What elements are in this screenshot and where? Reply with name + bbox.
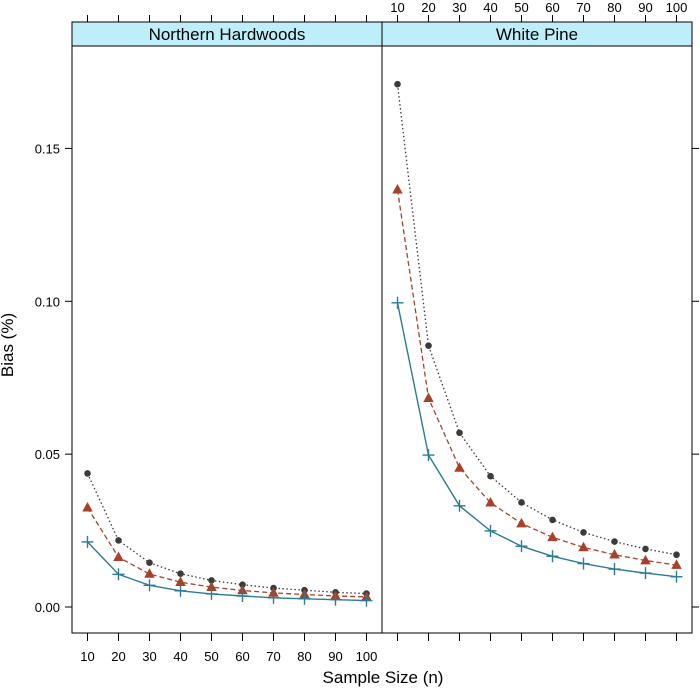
- point-triangle: [423, 392, 434, 402]
- series-line-dotted: [86, 473, 367, 595]
- x-tick-label: 100: [356, 649, 378, 664]
- point-plus: [670, 570, 683, 583]
- series-line-dashed: [86, 507, 367, 598]
- x-tick-label-top: 50: [514, 0, 528, 15]
- series-line-solid: [86, 541, 367, 602]
- point-triangle: [144, 568, 155, 578]
- point-plus: [546, 550, 559, 563]
- point-dot: [642, 545, 649, 553]
- point-dot: [487, 472, 494, 480]
- panel-strip: [71, 21, 383, 47]
- point-plus: [112, 568, 125, 581]
- y-tick-label: 0.10: [35, 294, 60, 309]
- point-plus: [515, 540, 528, 553]
- x-tick-label: 40: [173, 649, 187, 664]
- point-triangle: [640, 554, 651, 565]
- point-triangle: [206, 581, 217, 591]
- point-triangle: [454, 462, 465, 472]
- x-tick-label-top: 30: [452, 0, 466, 15]
- x-tick-label-top: 90: [638, 0, 652, 15]
- x-axis-label: Sample Size (n): [323, 668, 444, 687]
- point-triangle: [671, 559, 682, 569]
- panel-right: White Pine 10 20 30 40 50 60 70 80 90 100: [381, 0, 699, 641]
- y-tick-label: 0.00: [35, 600, 60, 615]
- x-tick-label-top: 100: [666, 0, 688, 15]
- point-dot: [549, 516, 556, 524]
- point-plus: [577, 557, 590, 570]
- point-plus: [329, 593, 342, 606]
- x-tick-label-top: 40: [483, 0, 497, 15]
- point-dot: [611, 538, 618, 545]
- point-plus: [391, 296, 404, 309]
- x-tick-label-top: 70: [576, 0, 590, 15]
- point-triangle: [237, 584, 248, 595]
- panel-strip: [381, 21, 693, 47]
- x-tick-label: 10: [80, 649, 94, 664]
- point-plus: [453, 499, 466, 512]
- x-tick-label: 90: [328, 649, 342, 664]
- point-triangle: [485, 497, 496, 507]
- x-tick-label-top: 10: [390, 0, 404, 15]
- point-dot: [456, 429, 463, 437]
- point-plus: [236, 590, 249, 603]
- point-plus: [422, 449, 435, 462]
- point-plus: [360, 594, 373, 607]
- panel-title: Northern Hardwoods: [149, 25, 306, 44]
- point-dot: [177, 570, 184, 577]
- panel-frame: [381, 45, 693, 634]
- point-triangle: [578, 541, 589, 552]
- point-dot: [425, 342, 432, 349]
- point-dot: [115, 537, 122, 544]
- point-plus: [143, 579, 156, 592]
- point-plus: [81, 535, 94, 548]
- point-dot: [518, 499, 525, 506]
- x-tick-label: 50: [204, 649, 218, 664]
- series-line-dashed: [396, 189, 677, 566]
- x-tick-label: 20: [111, 649, 125, 664]
- point-plus: [267, 591, 280, 604]
- panel-frame: [71, 45, 383, 634]
- x-tick-label: 30: [142, 649, 156, 664]
- point-triangle: [392, 183, 403, 194]
- x-tick-label: 80: [297, 649, 311, 664]
- point-plus: [484, 524, 497, 537]
- point-plus: [298, 592, 311, 605]
- point-dot: [84, 470, 91, 477]
- y-tick-label: 0.05: [35, 447, 60, 462]
- series-line-dotted: [396, 84, 677, 556]
- x-tick-label-top: 20: [421, 0, 435, 15]
- panel-title: White Pine: [496, 25, 578, 44]
- point-dot: [580, 529, 587, 536]
- point-dot: [146, 559, 153, 566]
- x-tick-label: 70: [266, 649, 280, 664]
- point-triangle: [516, 517, 527, 528]
- x-tick-label-top: 80: [607, 0, 621, 15]
- series-line-solid: [396, 302, 677, 578]
- point-plus: [205, 587, 218, 600]
- y-tick-label: 0.15: [35, 141, 60, 156]
- x-tick-label: 60: [235, 649, 249, 664]
- point-triangle: [547, 531, 558, 542]
- x-tick-label-top: 60: [545, 0, 559, 15]
- panel-left: Northern Hardwoods 10 20 30 40 50 60 70 80 90 100 0…: [35, 15, 383, 664]
- point-triangle: [609, 549, 620, 559]
- point-triangle: [175, 576, 186, 587]
- point-dot: [239, 581, 246, 588]
- panels: Northern Hardwoods 10 20 30 40 50 60 70 80 90 100 0…: [35, 0, 699, 664]
- point-dot: [208, 577, 215, 584]
- point-plus: [174, 584, 187, 597]
- y-axis-label: Bias (%): [0, 313, 17, 377]
- point-triangle: [113, 551, 124, 561]
- point-plus: [608, 563, 621, 576]
- point-plus: [639, 567, 652, 580]
- point-dot: [673, 551, 680, 559]
- point-triangle: [82, 501, 93, 512]
- point-dot: [394, 80, 401, 88]
